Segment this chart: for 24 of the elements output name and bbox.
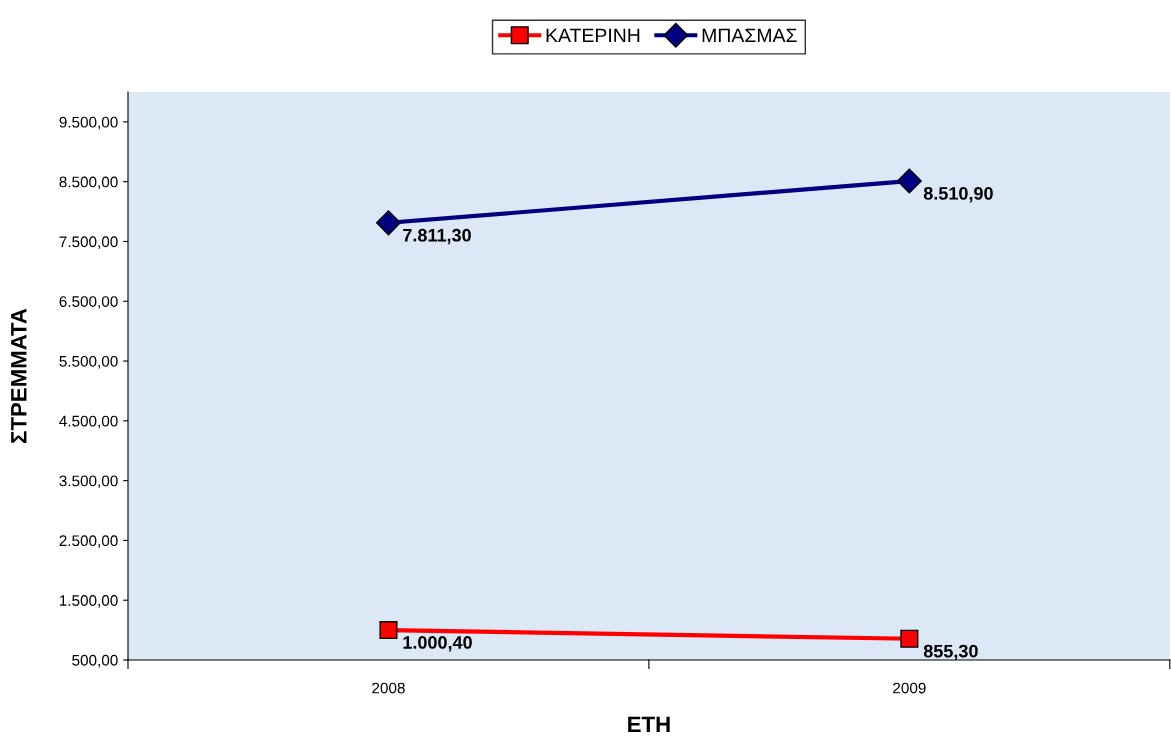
y-tick-label: 3.500,00 bbox=[59, 475, 118, 489]
legend-label: ΚΑΤΕΡΙΝΗ bbox=[546, 28, 640, 43]
y-tick-label: 2.500,00 bbox=[59, 535, 118, 548]
x-tick-label: 2008 bbox=[372, 682, 405, 694]
y-tick-label: 1.500,00 bbox=[59, 595, 118, 608]
x-tick-label: 2009 bbox=[893, 682, 926, 694]
y-axis-title: ΣΤΡΕΜΜΑΤΑ bbox=[11, 308, 27, 443]
data-label: 7.811,30 bbox=[403, 228, 471, 245]
x-axis-title: ΕΤΗ bbox=[628, 716, 670, 733]
y-tick-label: 9.500,00 bbox=[59, 116, 118, 130]
y-tick-label: 6.500,00 bbox=[59, 296, 118, 309]
legend-label: ΜΠΑΣΜΑΣ bbox=[702, 28, 797, 43]
point bbox=[896, 168, 922, 194]
y-tick-label: 4.500,00 bbox=[59, 415, 118, 429]
data-label: 8.510,90 bbox=[923, 186, 993, 203]
point bbox=[375, 210, 401, 236]
point bbox=[379, 621, 398, 640]
y-tick-label: 5.500,00 bbox=[59, 355, 118, 369]
y-tick-label: 7.500,00 bbox=[59, 236, 118, 249]
y-tick-label: 500,00 bbox=[72, 654, 118, 668]
point bbox=[900, 629, 919, 648]
data-label: 855,30 bbox=[923, 644, 978, 661]
y-tick-label: 8.500,00 bbox=[59, 176, 118, 190]
data-label: 1.000,40 bbox=[403, 636, 472, 652]
